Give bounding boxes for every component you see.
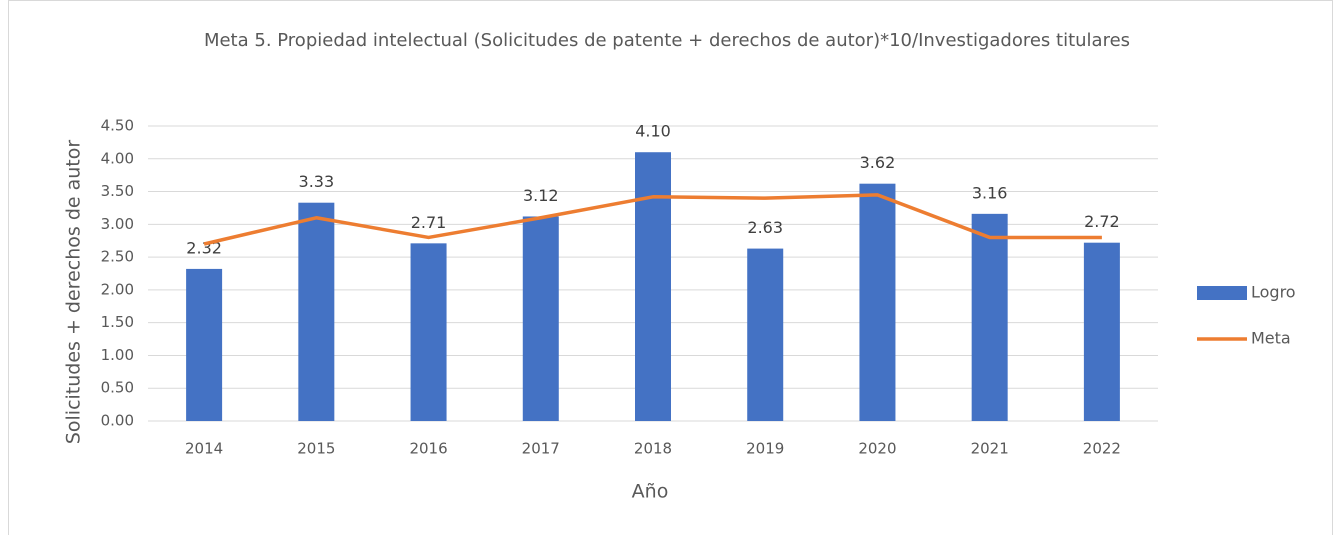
bar — [1083, 242, 1120, 421]
x-tick-label: 2021 — [971, 440, 1009, 458]
bar — [410, 243, 447, 421]
data-label: 3.62 — [860, 153, 896, 172]
data-label: 3.16 — [972, 183, 1008, 202]
x-tick-label: 2016 — [409, 440, 447, 458]
bar — [522, 216, 559, 421]
y-tick-label: 0.50 — [101, 379, 134, 397]
bar — [859, 183, 896, 421]
y-tick-label: 0.00 — [101, 412, 134, 430]
x-tick-label: 2020 — [858, 440, 896, 458]
y-tick-label: 4.00 — [101, 149, 134, 167]
y-tick-label: 2.00 — [101, 280, 134, 298]
x-tick-label: 2019 — [746, 440, 784, 458]
bar — [635, 152, 671, 421]
y-tick-label: 2.50 — [101, 248, 134, 266]
y-tick-label: 3.50 — [101, 182, 134, 200]
y-tick-label: 3.00 — [101, 215, 134, 233]
data-label: 2.71 — [411, 213, 447, 232]
y-tick-label: 1.50 — [101, 313, 134, 331]
chart-frame — [8, 0, 1333, 535]
x-tick-label: 2017 — [522, 440, 560, 458]
legend-swatch — [1197, 286, 1247, 300]
line — [203, 193, 1102, 246]
data-label: 2.63 — [747, 218, 783, 237]
data-label: 3.33 — [299, 172, 335, 191]
data-label: 3.12 — [523, 186, 559, 205]
bar — [186, 268, 223, 421]
x-tick-label: 2022 — [1083, 440, 1121, 458]
data-label: 2.72 — [1084, 212, 1120, 231]
bar — [298, 202, 335, 421]
x-tick-label: 2018 — [634, 440, 672, 458]
y-tick-label: 1.00 — [101, 346, 134, 364]
legend-label: Meta — [1251, 329, 1291, 348]
chart-title: Meta 5. Propiedad intelectual (Solicitud… — [203, 30, 1131, 51]
x-axis-label: Año — [632, 481, 669, 503]
legend-label: Logro — [1251, 283, 1296, 302]
x-tick-label: 2015 — [297, 440, 335, 458]
y-axis-label: Solicitudes + derechos de autor — [63, 140, 85, 445]
data-label: 4.10 — [635, 122, 671, 141]
bar — [747, 248, 784, 421]
x-tick-label: 2014 — [185, 440, 223, 458]
bar — [971, 213, 1008, 421]
y-tick-label: 4.50 — [101, 117, 134, 135]
